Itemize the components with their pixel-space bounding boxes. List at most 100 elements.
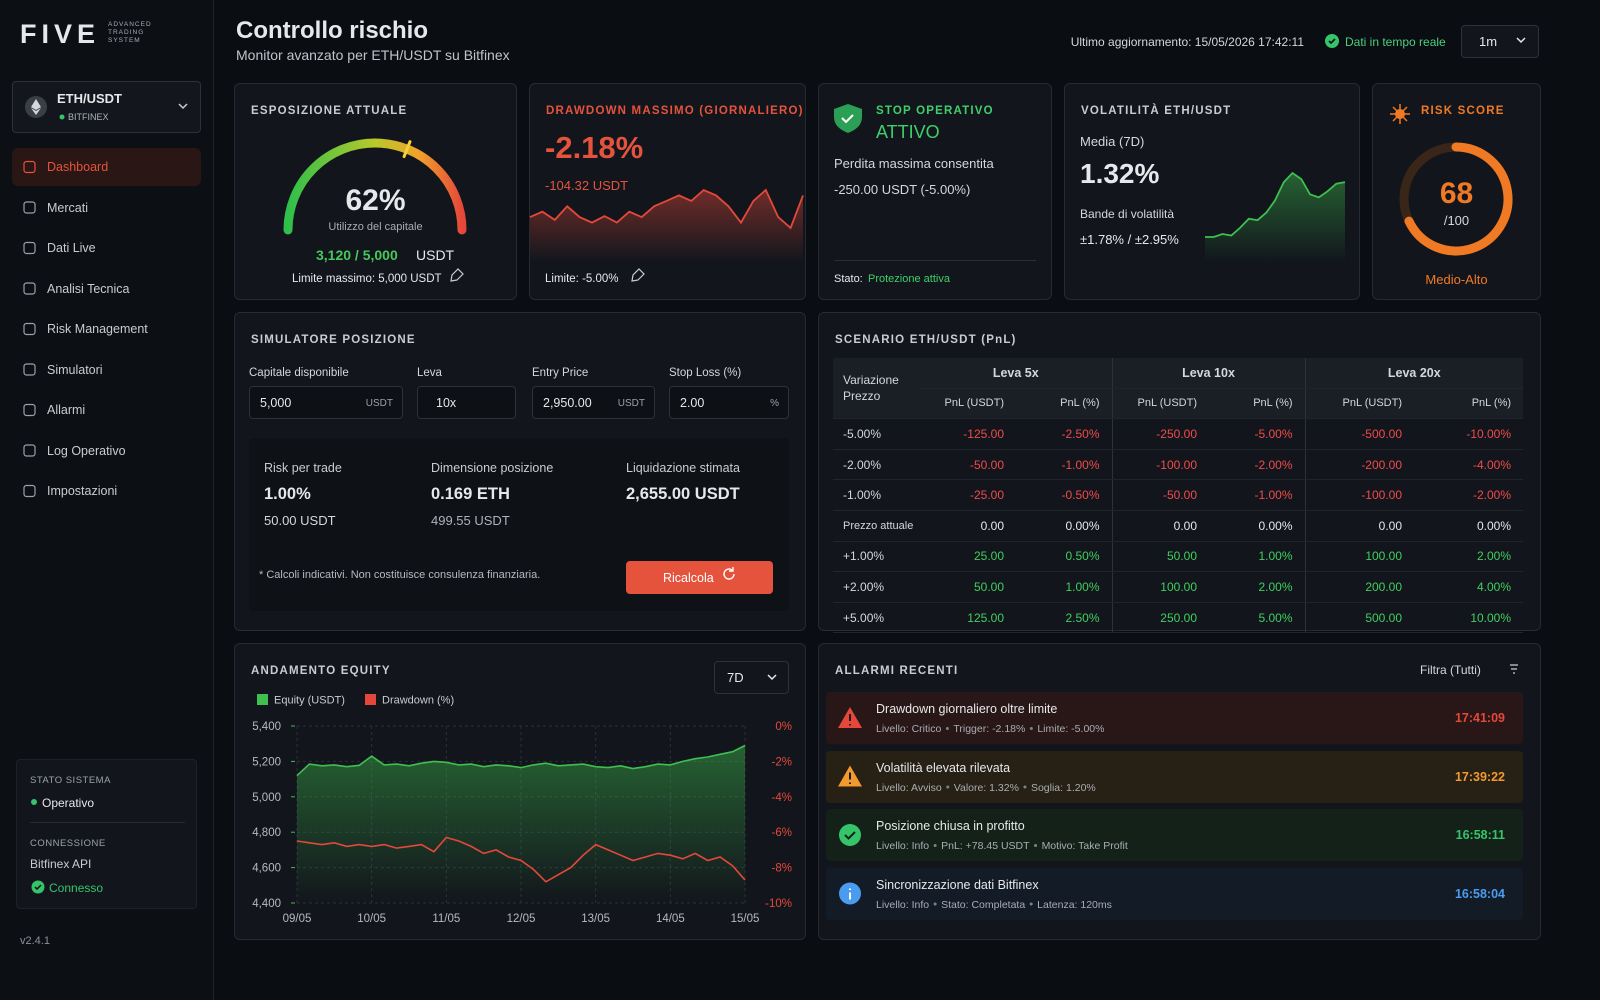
cell: 50.00 — [1111, 541, 1209, 573]
row-label: -5.00% — [833, 418, 920, 450]
cell: -5.00% — [1209, 418, 1306, 450]
connection-status: Connesso — [49, 881, 104, 895]
cell: -50.00 — [920, 449, 1016, 481]
field-box[interactable] — [417, 386, 516, 419]
alarm-row[interactable] — [826, 692, 1523, 744]
alarm-detail: PnL: +78.45 USDT — [941, 840, 1030, 852]
risk-level: Medio-Alto — [1425, 272, 1488, 287]
nav-item[interactable] — [12, 391, 201, 429]
alarm-title: Volatilità elevata rilevata — [876, 760, 1011, 775]
stop-label: Perdita massima consentita — [834, 156, 994, 171]
field-label: Capitale disponibile — [249, 367, 349, 379]
cell: 2.00% — [1414, 541, 1524, 573]
version: v2.4.1 — [20, 935, 50, 947]
subheader: PnL (USDT) — [1304, 388, 1415, 420]
cell: 0.00% — [1209, 510, 1306, 542]
pair-selector[interactable] — [12, 81, 201, 133]
nav-item[interactable] — [12, 148, 201, 186]
cell: 1.00% — [1016, 571, 1112, 603]
result-value: 0.169 ETH — [431, 485, 510, 503]
group-header: Leva 20x — [1304, 358, 1524, 389]
nav-item[interactable] — [12, 229, 201, 267]
field-label: Entry Price — [532, 367, 589, 379]
connection: Bitfinex API — [30, 857, 92, 871]
result-sub: 50.00 USDT — [264, 513, 336, 528]
volatility-value: 1.32% — [1080, 158, 1160, 189]
field-box[interactable] — [249, 386, 403, 419]
cell: -0.50% — [1016, 479, 1112, 511]
group-header: Leva 10x — [1111, 358, 1306, 389]
alarm-row[interactable] — [826, 867, 1523, 920]
limit: Limite: -5.00% — [545, 273, 619, 285]
period-select[interactable] — [714, 661, 789, 694]
pair: ETH/USDT — [57, 91, 122, 106]
field-value: 5,000 — [260, 396, 292, 410]
tagline-line: TRADING — [108, 29, 145, 36]
alarm-row[interactable] — [826, 750, 1523, 803]
nav-label: Impostazioni — [47, 484, 118, 498]
table-row: +2.00% 50.00 1.00% 100.00 2.00% 200.00 4.00% — [833, 571, 1524, 603]
tagline: ADVANCED TRADING SYSTEM — [108, 21, 152, 45]
cell: -50.00 — [1111, 479, 1209, 511]
cell: 200.00 — [1304, 571, 1415, 603]
field-unit: USDT — [617, 398, 645, 409]
field-label: Stop Loss (%) — [669, 367, 742, 379]
alarm-title: Sincronizzazione dati Bitfinex — [876, 877, 1039, 892]
nav-item[interactable] — [12, 189, 201, 227]
caption: Utilizzo del capitale — [328, 221, 423, 233]
cell: 100.00 — [1304, 541, 1415, 573]
cell: 4.00% — [1414, 571, 1524, 603]
group-header: Leva 5x — [920, 358, 1112, 389]
row-label: -2.00% — [833, 449, 920, 481]
cell: -125.00 — [920, 418, 1016, 450]
card-title: SCENARIO ETH/USDT (PnL) — [835, 334, 1017, 346]
cell: -250.00 — [1111, 418, 1209, 450]
nav-label: Dashboard — [47, 160, 109, 174]
stop-state: ATTIVO — [876, 122, 940, 142]
volatility-card: VOLATILITÀ ETH/USDT Media (7D) 1.32% Ban… — [1064, 83, 1360, 300]
alarm-detail: Valore: 1.32% — [953, 781, 1019, 794]
result-value: 1.00% — [264, 485, 311, 503]
cell: 10.00% — [1414, 602, 1524, 634]
cell: 250.00 — [1111, 602, 1209, 634]
drawdown-card: DRAWDOWN MASSIMO (GIORNALIERO) -2.18% -1… — [529, 83, 806, 300]
period: 7D — [727, 670, 744, 685]
cell: 0.00 — [920, 510, 1016, 542]
cell: -1.00% — [1016, 449, 1112, 481]
recalc-button[interactable] — [626, 561, 773, 594]
field-box[interactable] — [669, 386, 789, 419]
stop-card: STOP OPERATIVO ATTIVO Perdita massima co… — [818, 83, 1052, 300]
field-value: 2,950.00 — [543, 396, 592, 410]
cell: -1.00% — [1209, 479, 1306, 511]
alarm-detail: Latenza: 120ms — [1037, 898, 1112, 911]
field-unit: % — [770, 398, 779, 409]
alarm-detail: Limite: -5.00% — [1037, 723, 1105, 735]
cell: 1.00% — [1209, 541, 1306, 573]
nav-item[interactable] — [12, 351, 201, 389]
table-row: -1.00% -25.00 -0.50% -50.00 -1.00% -100.00 -2.… — [833, 479, 1524, 511]
result-label: Dimensione posizione — [431, 461, 554, 475]
scenario-table: Variazione Prezzo Leva 5x Leva 10x Leva 20x… — [833, 358, 1524, 634]
alarm-title: Posizione chiusa in profitto — [876, 819, 1025, 833]
interval-select[interactable] — [1461, 25, 1539, 58]
alarm-time: 17:41:09 — [1454, 711, 1505, 725]
status-title: STATO SISTEMA — [30, 775, 111, 786]
alarm-time: 16:58:11 — [1455, 828, 1505, 842]
alarm-detail: Livello: Avviso — [876, 781, 942, 794]
table-row: Prezzo attuale 0.00 0.00% 0.00 0.00% 0.00 0.00… — [833, 510, 1524, 542]
bands-label: Bande di volatilità — [1080, 207, 1175, 221]
card-title: SIMULATORE POSIZIONE — [251, 334, 416, 346]
result-label: Risk per trade — [264, 461, 342, 475]
cell: 0.00 — [1111, 510, 1209, 542]
row-label: +2.00% — [833, 571, 920, 603]
card-title: ESPOSIZIONE ATTUALE — [251, 105, 408, 117]
alarm-row[interactable] — [826, 809, 1523, 861]
system-box — [16, 759, 197, 909]
filter[interactable]: Filtra (Tutti) — [1420, 663, 1481, 677]
row-label: Prezzo attuale — [833, 510, 920, 542]
nav-label: Log Operativo — [47, 443, 126, 458]
field-box[interactable] — [532, 386, 655, 419]
cell: -10.00% — [1414, 418, 1524, 450]
status: Operativo — [42, 796, 95, 810]
